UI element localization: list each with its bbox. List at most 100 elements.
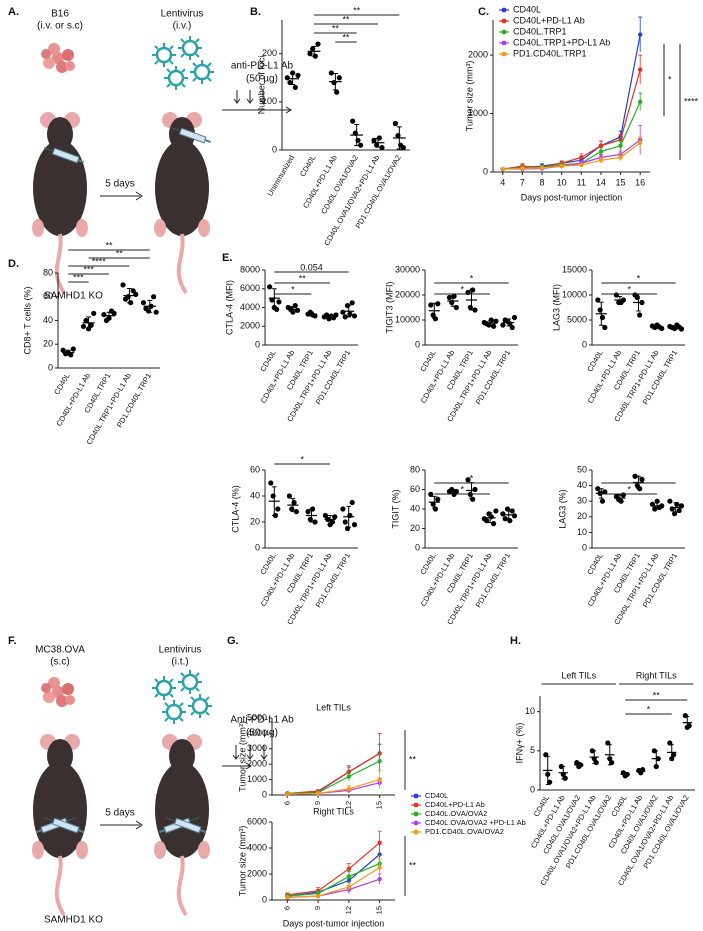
significance-label: * bbox=[637, 473, 641, 483]
data-point bbox=[392, 120, 398, 127]
virus-icon bbox=[176, 34, 204, 62]
significance-label: * bbox=[470, 473, 474, 483]
legend-label: CD40L.TRP1+PD-L1 Ab bbox=[513, 37, 610, 47]
legend-marker bbox=[501, 29, 507, 35]
data-point bbox=[267, 284, 273, 290]
y-axis-label: IFNγ+ (%) bbox=[514, 723, 524, 764]
y-tick-label: 6000 bbox=[240, 283, 260, 293]
data-point bbox=[671, 752, 677, 758]
legend-marker bbox=[501, 18, 507, 24]
data-point bbox=[509, 508, 515, 514]
panel-label: G. bbox=[227, 635, 239, 647]
y-tick-label: 20 bbox=[250, 516, 260, 526]
data-point bbox=[377, 840, 382, 845]
y-tick-label: 20 bbox=[410, 523, 420, 533]
legend-label: CD40L.OVA/OVA2 +PD-L1 Ab bbox=[425, 818, 526, 827]
data-point bbox=[428, 491, 434, 497]
data-point bbox=[133, 291, 139, 297]
y-tick-label: 1000 bbox=[468, 108, 488, 118]
x-tick-label: 9 bbox=[313, 801, 322, 805]
data-point bbox=[349, 499, 355, 506]
data-point bbox=[472, 486, 478, 493]
error-bar bbox=[346, 505, 351, 528]
error-bar bbox=[309, 311, 314, 317]
significance-label: ** bbox=[353, 5, 361, 15]
data-point bbox=[346, 866, 352, 871]
y-tick-label: 4000 bbox=[240, 302, 260, 312]
data-point bbox=[151, 294, 157, 300]
y-tick-label: 2000 bbox=[468, 49, 488, 59]
y-tick-label: 10 bbox=[577, 527, 587, 537]
data-point bbox=[125, 294, 131, 300]
y-tick-label: 10000 bbox=[562, 289, 587, 299]
y-tick-label: 20 bbox=[43, 339, 53, 349]
strain-label: SAMHD1 KO bbox=[44, 291, 103, 302]
data-point bbox=[347, 311, 353, 317]
data-point bbox=[289, 506, 295, 512]
y-axis-label: CTLA-4 (%) bbox=[230, 485, 240, 533]
data-point bbox=[686, 723, 692, 729]
panel-label: D. bbox=[8, 258, 19, 270]
error-bar bbox=[432, 495, 437, 509]
series-line bbox=[287, 854, 381, 897]
y-tick-label: 0 bbox=[262, 894, 267, 904]
significance-label: ** bbox=[653, 690, 661, 700]
data-point bbox=[504, 506, 511, 512]
legend-label: CD40L.OVA/OVA2 bbox=[425, 809, 487, 818]
x-axis-label: Days post-tumor injection bbox=[521, 192, 623, 202]
data-point bbox=[520, 166, 525, 171]
data-point bbox=[488, 317, 494, 323]
virus-icon bbox=[188, 58, 216, 86]
data-point bbox=[637, 67, 643, 72]
chart-title: Left TILs bbox=[316, 702, 351, 712]
data-point bbox=[351, 313, 358, 319]
data-point bbox=[91, 310, 97, 316]
legend-marker bbox=[501, 51, 507, 57]
legend-label: PD1.CD40L.TRP1 bbox=[513, 48, 587, 58]
tumor-label: MC38.OVA bbox=[35, 645, 85, 656]
data-point bbox=[500, 166, 506, 172]
data-point bbox=[285, 792, 290, 797]
data-point bbox=[70, 346, 76, 352]
data-point bbox=[305, 509, 311, 515]
y-tick-label: 2000 bbox=[247, 868, 267, 878]
data-point bbox=[293, 509, 299, 515]
tumor-icon bbox=[41, 677, 75, 707]
data-point bbox=[340, 309, 346, 315]
data-point bbox=[120, 282, 126, 288]
x-tick-label: CD40L bbox=[298, 153, 317, 178]
strain-label: SAMHD1 KO bbox=[44, 915, 103, 926]
virus-icon bbox=[160, 698, 188, 726]
interval-label: 5 days bbox=[105, 179, 134, 190]
y-tick-label: 40 bbox=[577, 480, 587, 490]
data-point bbox=[651, 748, 657, 754]
legend-marker bbox=[413, 811, 419, 817]
y-axis-label: Tumor size (mm³) bbox=[464, 61, 474, 132]
data-point bbox=[558, 763, 564, 770]
data-point bbox=[637, 32, 643, 37]
data-point bbox=[292, 303, 298, 309]
error-bar bbox=[673, 502, 678, 513]
data-point bbox=[315, 41, 321, 47]
error-bar bbox=[290, 498, 296, 513]
y-tick-label: 40 bbox=[250, 490, 260, 500]
error-bar bbox=[375, 137, 381, 148]
x-tick-label: 14 bbox=[596, 177, 606, 187]
y-tick-label: 200 bbox=[262, 48, 277, 58]
data-point bbox=[652, 506, 658, 512]
error-bar bbox=[561, 766, 566, 780]
data-point bbox=[598, 143, 604, 148]
significance-label: * bbox=[627, 284, 631, 294]
data-point bbox=[579, 162, 584, 168]
y-axis-label: CTLA-4 (MFI) bbox=[224, 280, 234, 335]
data-point bbox=[377, 877, 382, 882]
y-tick-label: 50 bbox=[577, 464, 587, 474]
data-point bbox=[268, 480, 274, 486]
data-point bbox=[599, 498, 606, 504]
data-point bbox=[276, 299, 282, 305]
data-point bbox=[598, 149, 604, 154]
data-point bbox=[340, 506, 346, 512]
significance-label: ** bbox=[332, 23, 340, 33]
data-point bbox=[377, 865, 382, 870]
data-point bbox=[312, 519, 318, 525]
